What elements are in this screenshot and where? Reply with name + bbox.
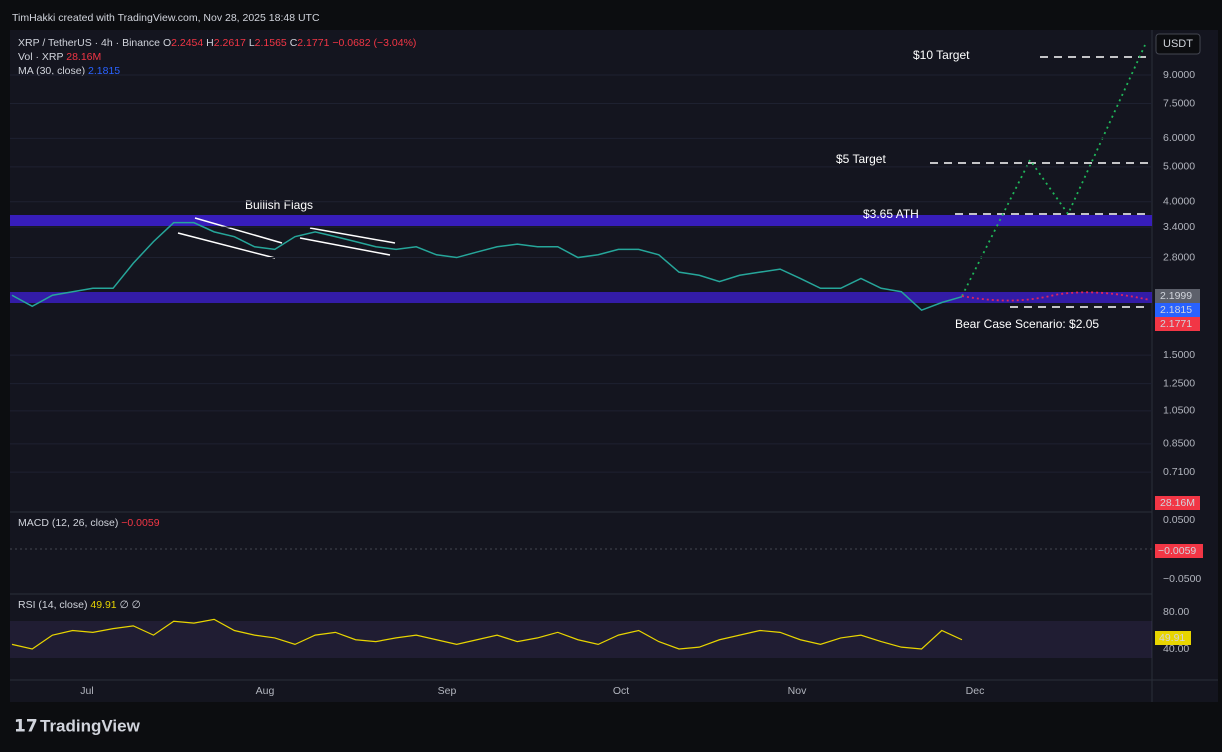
currency: USDT [1163,38,1193,50]
resistance-zone [10,215,1152,226]
y-tick-label: 0.7100 [1163,466,1195,478]
x-tick-label: Jul [80,685,93,697]
credit: TimHakki created with TradingView.com, N… [12,12,320,24]
y-tick-label: 0.0500 [1163,514,1195,526]
label: MA (30, close) [18,65,85,77]
price-line [11,221,963,312]
value: 49.91 [90,599,116,611]
price-box [1155,303,1200,317]
ohlc-value: 2.2617 [214,37,246,49]
x-tick-label: Nov [788,685,807,697]
y-tick-label: 5.0000 [1163,161,1195,173]
price-label: 2.1999 [1160,290,1192,302]
ohlc-key: H [206,37,214,49]
rsi-line [11,618,963,650]
rsi-last: 49.91 [1159,632,1185,644]
value: 2.1815 [88,65,120,77]
chart-area [10,30,1218,702]
value: 28.16M [66,51,101,63]
x-tick-label: Sep [438,685,457,697]
y-tick-label: 40.00 [1163,643,1189,655]
annotation: $5 Target [836,152,886,166]
ohlc-value: 2.1565 [255,37,287,49]
annotation: Bear Case Scenario: $2.05 [955,317,1099,331]
ohlc-key: L [249,37,255,49]
price-box [1155,544,1203,558]
ma-legend: MA (30, close) 2.1815 [18,65,120,77]
y-tick-label: 1.0500 [1163,405,1195,417]
y-tick-label: −0.0500 [1163,573,1201,585]
logo-mark: 𝟭𝟳 [14,716,38,735]
macd-legend: MACD (12, 26, close) −0.0059 [18,517,160,529]
price-box [1155,631,1191,645]
ohlc-value: 2.1771 [297,37,329,49]
rsi-legend: RSI (14, close) 49.91 ∅ ∅ [18,599,141,611]
y-tick-label: 4.0000 [1163,196,1195,208]
y-tick-label: 9.0000 [1163,69,1195,81]
label: RSI (14, close) [18,599,87,611]
symbol: XRP / TetherUS · 4h · Binance [18,37,160,49]
currency-box [1155,33,1201,55]
x-tick-label: Oct [613,685,629,697]
legend-line: XRP / TetherUS · 4h · Binance O2.2454 H2… [18,37,416,49]
label: Vol · XRP [18,51,64,63]
ohlc-key: O [163,37,171,49]
x-tick-label: Dec [966,685,985,697]
y-tick-label: 1.2500 [1163,377,1195,389]
value: −0.0059 [121,517,159,529]
brand: TradingView [40,716,141,735]
ohlc-key: C [290,37,298,49]
y-tick-label: 2.8000 [1163,251,1195,263]
y-tick-label: 0.8500 [1163,438,1195,450]
y-tick-label: 1.5000 [1163,349,1195,361]
annotation: Bullish Flags [245,198,313,212]
price-label: 2.1815 [1160,304,1192,316]
price-box [1155,317,1200,331]
rsi-band [10,621,1152,658]
y-tick-label: 7.5000 [1163,97,1195,109]
price-box [1155,289,1200,303]
volume-legend: Vol · XRP 28.16M [18,51,101,63]
flag-lines [177,217,396,259]
label: MACD (12, 26, close) [18,517,118,529]
y-tick-label: 80.00 [1163,606,1189,618]
y-tick-label: 3.4000 [1163,221,1195,233]
target-lines [930,56,1150,308]
x-tick-label: Aug [256,685,275,697]
change: −0.0682 (−3.04%) [332,37,416,49]
macd-last: −0.0059 [1158,545,1196,557]
extra: ∅ ∅ [120,599,141,611]
y-tick-label: 6.0000 [1163,132,1195,144]
price-label: 2.1771 [1160,318,1192,330]
bear-projection [961,291,1151,302]
support-zone [10,292,1152,303]
volume-label: 28.16M [1160,497,1195,509]
annotation: $10 Target [913,48,970,62]
price-box [1155,496,1200,510]
annotation: $3.65 ATH [863,207,919,221]
ohlc-value: 2.2454 [171,37,203,49]
